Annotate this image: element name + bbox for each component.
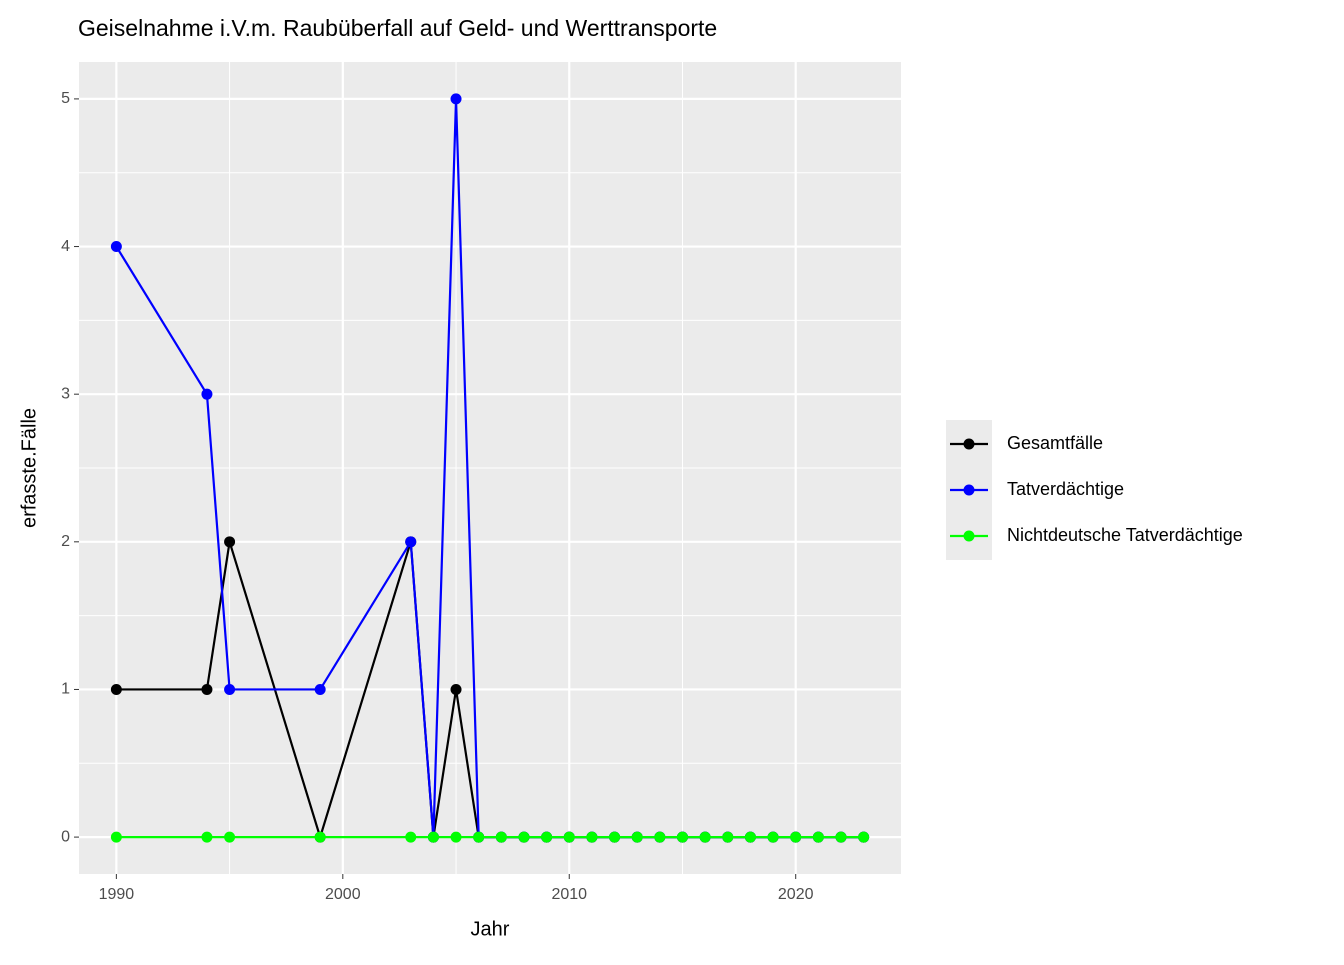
data-point (450, 683, 462, 695)
data-point (314, 831, 326, 843)
data-point (224, 536, 236, 548)
y-axis-title: erfasste.Fälle (18, 408, 40, 528)
data-point (835, 831, 847, 843)
data-point (495, 831, 507, 843)
data-point (201, 831, 213, 843)
chart-title: Geiselnahme i.V.m. Raubüberfall auf Geld… (78, 15, 717, 41)
data-point (563, 831, 575, 843)
data-point (224, 831, 236, 843)
legend-label: Gesamtfälle (1007, 433, 1103, 453)
data-point (201, 388, 213, 400)
data-point (654, 831, 666, 843)
legend-key-point (963, 530, 975, 542)
legend-label: Tatverdächtige (1007, 479, 1124, 499)
data-point (518, 831, 530, 843)
data-point (201, 683, 213, 695)
legend-key-point (963, 484, 975, 496)
x-tick-label: 2010 (551, 886, 587, 903)
y-tick-label: 0 (61, 828, 70, 845)
data-point (405, 536, 417, 548)
data-point (450, 831, 462, 843)
data-point (314, 683, 326, 695)
legend-key-point (963, 438, 975, 450)
y-tick-label: 2 (61, 533, 70, 550)
data-point (427, 831, 439, 843)
data-point (405, 831, 417, 843)
y-tick-label: 3 (61, 385, 70, 402)
data-point (858, 831, 870, 843)
data-point (450, 93, 462, 105)
x-tick-label: 2020 (778, 886, 814, 903)
data-point (110, 683, 122, 695)
data-point (631, 831, 643, 843)
data-point (110, 241, 122, 253)
data-point (767, 831, 779, 843)
x-tick-label: 1990 (99, 886, 135, 903)
data-point (586, 831, 598, 843)
data-point (812, 831, 824, 843)
data-point (722, 831, 734, 843)
data-point (744, 831, 756, 843)
legend-label: Nichtdeutsche Tatverdächtige (1007, 525, 1243, 545)
data-point (110, 831, 122, 843)
x-tick-label: 2000 (325, 886, 361, 903)
y-tick-label: 5 (61, 90, 70, 107)
data-point (609, 831, 621, 843)
data-point (473, 831, 485, 843)
y-tick-label: 1 (61, 681, 70, 698)
data-point (790, 831, 802, 843)
data-point (699, 831, 711, 843)
data-point (224, 683, 236, 695)
y-tick-label: 4 (61, 238, 70, 255)
x-axis-title: Jahr (471, 918, 510, 940)
data-point (676, 831, 688, 843)
data-point (541, 831, 553, 843)
